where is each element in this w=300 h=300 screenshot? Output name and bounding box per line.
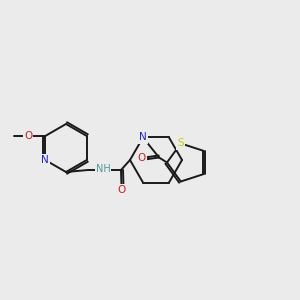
Text: N: N (41, 155, 49, 165)
Text: O: O (24, 131, 32, 141)
Text: N: N (139, 133, 147, 142)
Text: S: S (178, 139, 184, 148)
Text: O: O (138, 154, 146, 164)
Text: NH: NH (96, 164, 110, 174)
Text: O: O (118, 185, 126, 195)
